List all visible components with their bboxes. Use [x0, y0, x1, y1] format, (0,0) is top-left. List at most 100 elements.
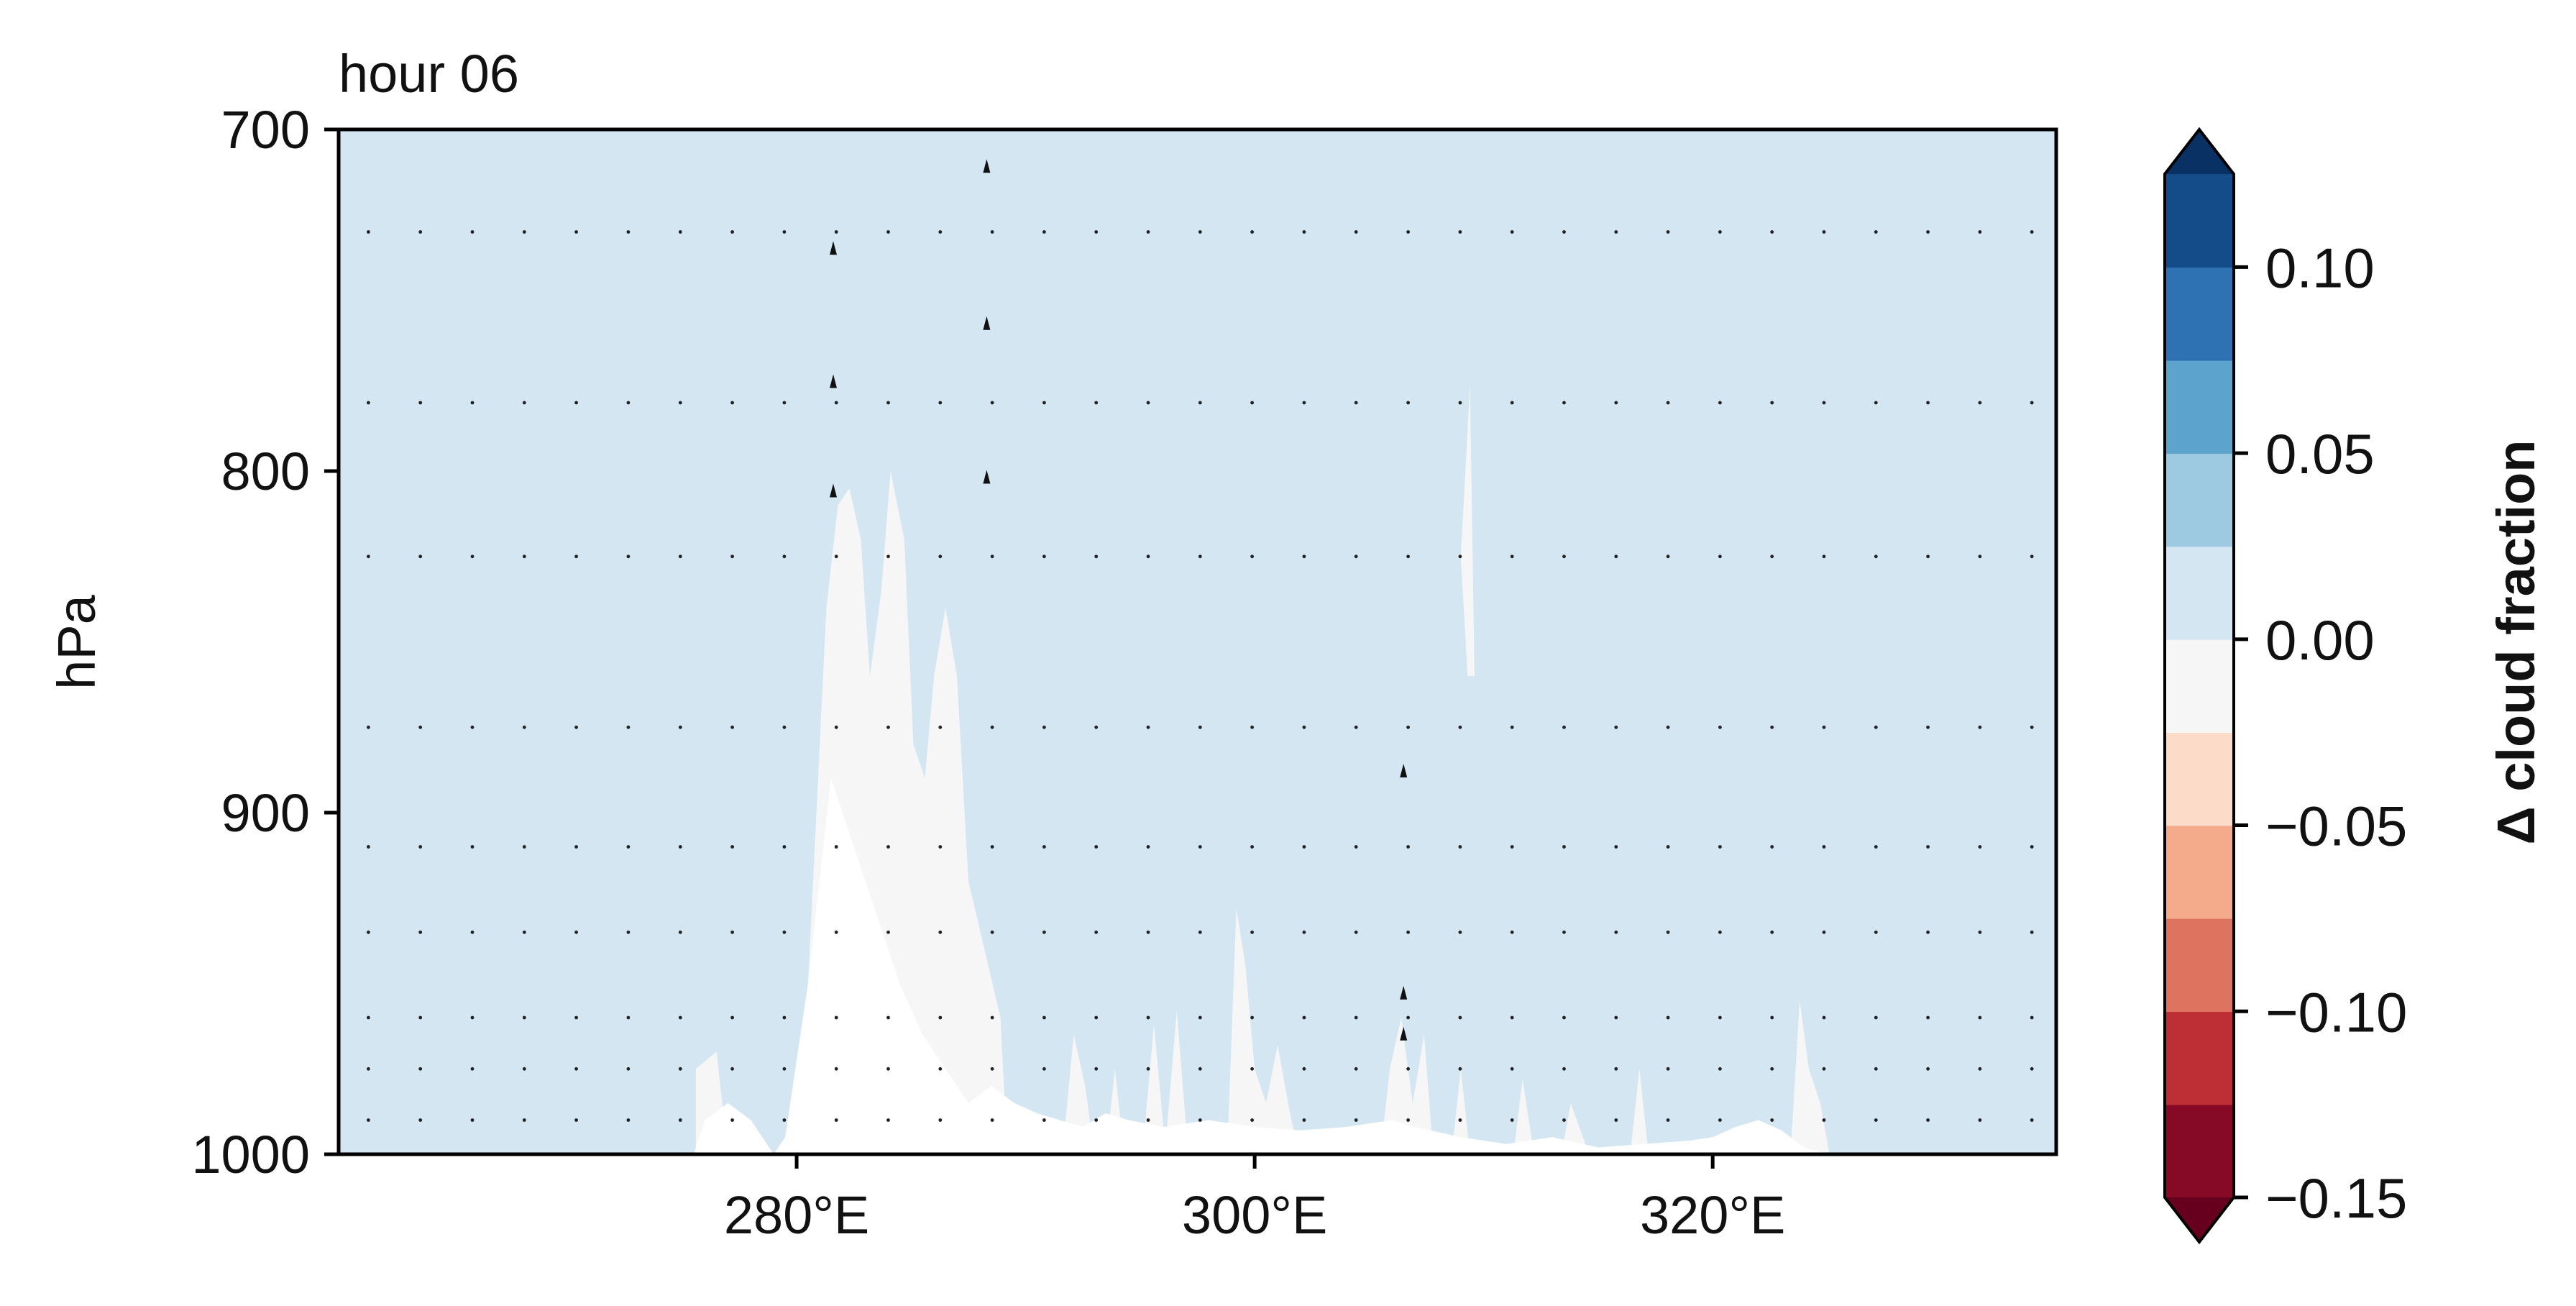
stipple-dot	[470, 554, 475, 559]
stipple-dot	[938, 401, 943, 405]
stipple-dot	[1094, 725, 1099, 729]
stipple-dot	[1510, 230, 1514, 234]
stipple-dot	[1614, 401, 1618, 405]
stipple-dot	[1094, 554, 1099, 559]
stipple-dot	[1146, 1067, 1150, 1071]
stipple-dot	[1302, 845, 1306, 849]
near-zero-region	[1227, 908, 1301, 1154]
stipple-dot	[1874, 845, 1878, 849]
stipple-dot	[1250, 401, 1254, 405]
stipple-dot	[1926, 401, 1930, 405]
stipple-dot	[886, 230, 890, 234]
stipple-dot	[2030, 725, 2034, 729]
stipple-dot	[678, 1118, 682, 1122]
arrow-mark	[830, 483, 837, 498]
colorbar-tick-label: −0.10	[2265, 980, 2407, 1044]
stipple-dot	[1042, 401, 1046, 405]
stipple-dot	[1978, 725, 1982, 729]
stipple-dot	[1822, 230, 1826, 234]
stipple-dot	[1562, 554, 1566, 559]
stipple-dot	[1510, 725, 1514, 729]
colorbar-segment	[2165, 918, 2234, 1013]
stipple-dot	[574, 1067, 578, 1071]
stipple-dot	[1406, 1067, 1410, 1071]
stipple-dot	[1198, 554, 1202, 559]
stipple-dots	[367, 230, 2034, 1122]
near-zero-region	[1513, 1079, 1534, 1154]
stipple-dot	[626, 554, 631, 559]
stipple-dot	[938, 1015, 943, 1020]
stipple-dot	[1094, 230, 1099, 234]
stipple-dot	[990, 1015, 994, 1020]
stipple-dot	[1978, 1067, 1982, 1071]
stipple-dot	[1510, 401, 1514, 405]
stipple-dot	[1718, 930, 1722, 934]
stipple-dot	[990, 930, 994, 934]
stipple-dot	[1354, 230, 1358, 234]
stipple-dot	[1666, 1015, 1670, 1020]
y-tick-label: 800	[221, 442, 310, 501]
stipple-dot	[1718, 1118, 1722, 1122]
colorbar-segment	[2165, 453, 2234, 547]
stipple-dot	[782, 845, 787, 849]
stipple-dot	[1250, 1118, 1254, 1122]
near-zero-region	[1460, 385, 1475, 676]
stipple-dot	[1146, 725, 1150, 729]
stipple-dot	[1926, 1067, 1930, 1071]
stipple-dot	[886, 401, 890, 405]
stipple-dot	[574, 725, 578, 729]
stipple-dot	[574, 845, 578, 849]
stipple-dot	[522, 401, 526, 405]
stipple-dot	[1458, 554, 1462, 559]
stipple-dot	[1926, 230, 1930, 234]
stipple-dot	[1666, 230, 1670, 234]
stipple-dot	[470, 930, 475, 934]
stipple-dot	[1614, 1015, 1618, 1020]
stipple-dot	[1250, 1067, 1254, 1071]
stipple-dot	[1822, 554, 1826, 559]
stipple-dot	[522, 230, 526, 234]
stipple-dot	[782, 1015, 787, 1020]
stipple-dot	[1666, 930, 1670, 934]
stipple-dot	[2030, 1067, 2034, 1071]
stipple-dot	[1978, 230, 1982, 234]
stipple-dot	[678, 845, 682, 849]
stipple-dot	[782, 930, 787, 934]
stipple-dot	[990, 554, 994, 559]
stipple-dot	[834, 725, 838, 729]
stipple-dot	[470, 401, 475, 405]
stipple-dot	[886, 845, 890, 849]
stipple-dot	[1302, 725, 1306, 729]
x-axis: 280°E 300°E 320°E	[724, 1154, 1785, 1245]
near-zero-region	[1630, 1069, 1649, 1154]
stipple-dot	[782, 1118, 787, 1122]
colorbar: 0.10 0.05 0.00 −0.05 −0.10 −0.15	[2163, 127, 2407, 1245]
stipple-dot	[1042, 725, 1046, 729]
stipple-dot	[574, 230, 578, 234]
stipple-dot	[1614, 230, 1618, 234]
stipple-dot	[730, 1118, 734, 1122]
stipple-dot	[1094, 1067, 1099, 1071]
stipple-dot	[938, 230, 943, 234]
stipple-dot	[1198, 1118, 1202, 1122]
x-tick-label: 300°E	[1182, 1185, 1327, 1245]
stipple-dot	[1718, 554, 1722, 559]
stipple-dot	[1458, 401, 1462, 405]
stipple-dot	[834, 845, 838, 849]
stipple-dot	[834, 1118, 838, 1122]
stipple-dot	[1718, 1015, 1722, 1020]
stipple-dot	[574, 401, 578, 405]
near-zero-region	[1452, 1069, 1470, 1154]
stipple-dot	[1666, 845, 1670, 849]
stipple-dot	[1146, 930, 1150, 934]
stipple-dot	[2030, 1118, 2034, 1122]
stipple-dot	[990, 230, 994, 234]
stipple-dot	[1458, 1067, 1462, 1071]
stipple-dot	[574, 1015, 578, 1020]
stipple-dot	[367, 554, 370, 559]
stipple-dot	[470, 1067, 475, 1071]
y-tick-label: 900	[221, 783, 310, 843]
stipple-dot	[1042, 230, 1046, 234]
stipple-dot	[1406, 1015, 1410, 1020]
